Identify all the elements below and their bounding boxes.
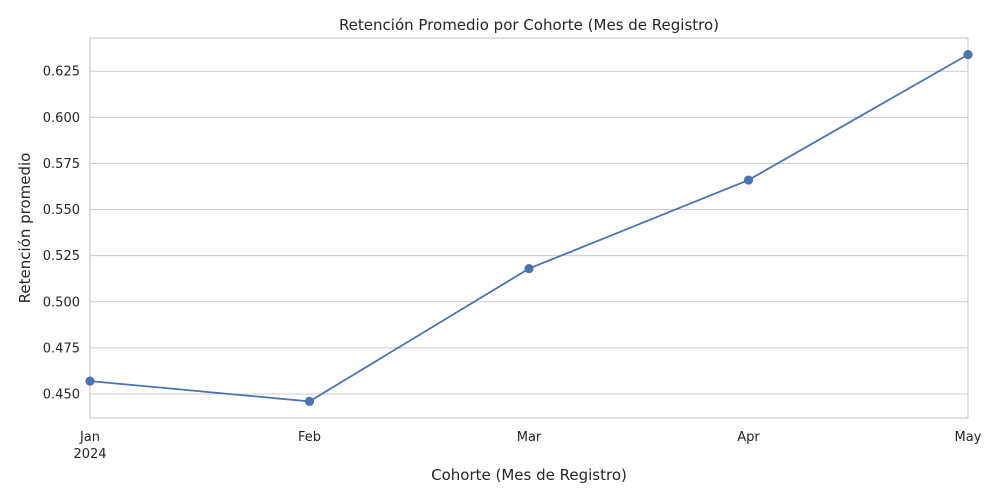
data-point <box>743 175 754 185</box>
y-tick-labels: 0.450 0.475 0.500 0.525 0.550 0.575 0.600 0.625 <box>43 65 80 403</box>
x-tick-label: Apr <box>737 430 760 445</box>
series-line <box>89 53 969 403</box>
x-tick-label: Jan <box>79 430 100 445</box>
y-axis-label: Retención promedio <box>16 153 34 304</box>
y-tick-label: 0.475 <box>43 341 80 356</box>
y-tick-label: 0.575 <box>43 157 80 172</box>
gridlines <box>90 70 968 395</box>
y-tick-label: 0.625 <box>43 65 80 80</box>
series <box>85 50 973 406</box>
x-tick-label: Feb <box>298 430 321 445</box>
data-point <box>85 376 95 386</box>
data-point <box>304 396 315 406</box>
x-axis-label: Cohorte (Mes de Registro) <box>431 466 627 484</box>
y-tick-label: 0.525 <box>43 249 80 264</box>
data-point <box>963 50 973 60</box>
x-year-label: 2024 <box>73 447 106 462</box>
y-tick-label: 0.500 <box>43 295 80 310</box>
y-tick-label: 0.450 <box>43 388 80 403</box>
plot-frame <box>89 37 969 419</box>
x-tick-label: Mar <box>517 430 542 445</box>
y-tick-label: 0.550 <box>43 203 80 218</box>
chart-title: Retención Promedio por Cohorte (Mes de R… <box>339 16 719 34</box>
data-point <box>524 263 534 274</box>
x-tick-labels: Jan Feb Mar Apr May <box>79 430 982 445</box>
y-tick-label: 0.600 <box>43 111 80 126</box>
x-tick-label: May <box>955 430 982 445</box>
